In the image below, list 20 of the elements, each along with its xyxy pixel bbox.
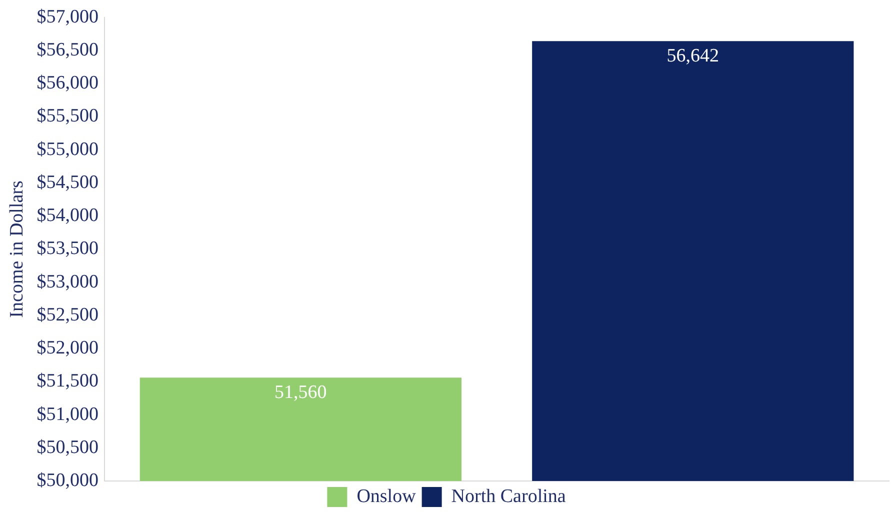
legend-label: North Carolina — [451, 486, 566, 507]
y-tick-label: $57,000 — [36, 6, 99, 28]
y-axis-title: Income in Dollars — [6, 180, 28, 318]
data-label: 51,560 — [274, 382, 327, 404]
y-tick-label: $54,500 — [36, 172, 99, 193]
y-tick-label: $51,500 — [36, 370, 99, 392]
y-tick-label: $50,500 — [36, 436, 99, 458]
legend-label: Onslow — [356, 486, 416, 507]
y-tick-label: $55,000 — [36, 138, 99, 160]
y-tick-label: $56,000 — [36, 72, 99, 94]
y-tick-label: $50,000 — [36, 470, 99, 491]
y-tick-label: $52,000 — [36, 338, 99, 359]
y-tick-label: $54,000 — [36, 205, 99, 226]
data-label: 56,642 — [666, 46, 720, 67]
y-tick-label: $53,000 — [36, 271, 99, 292]
y-tick-label: $51,000 — [36, 404, 99, 425]
y-tick-label: $52,500 — [36, 304, 99, 326]
y-tick-label: $56,500 — [36, 40, 99, 60]
y-tick-label: $53,500 — [36, 238, 99, 260]
y-tick-label: $55,500 — [36, 106, 99, 127]
